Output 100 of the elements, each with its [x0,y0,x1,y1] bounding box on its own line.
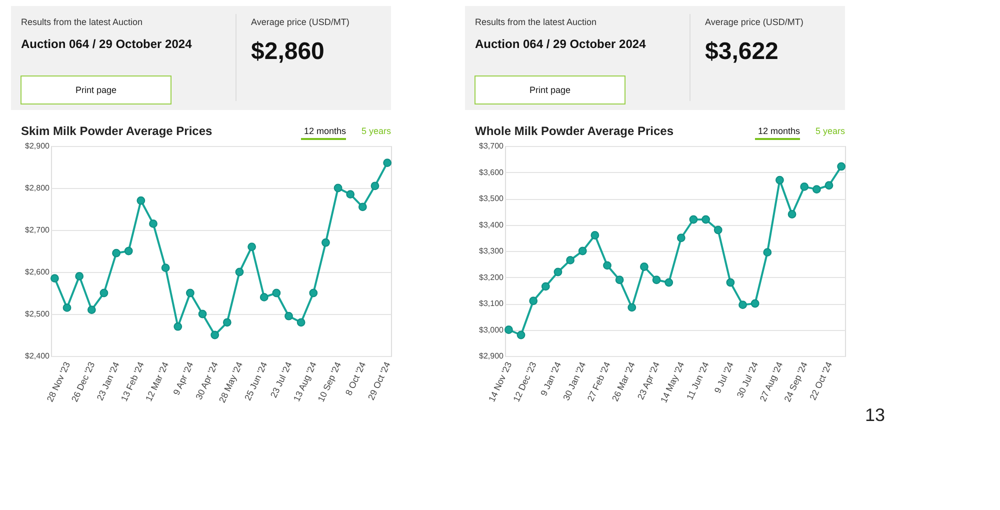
text: Auction 064 / 29 October 2024 [21,37,192,51]
point [161,264,170,272]
point [812,185,821,194]
point [590,231,600,240]
point [210,330,220,340]
x-tick-label: 30 Jan '24 [561,360,588,402]
text: Results from the latest Auction [475,17,597,27]
point [322,238,330,247]
point [837,162,846,171]
x-tick-label: 23 Jan '24 [94,360,122,402]
y-tick-label: $3,000 [479,325,504,334]
text: Average price (USD/MT) [251,17,350,27]
point [652,276,661,284]
point [640,262,648,271]
text: Average price (USD/MT) [705,17,804,27]
point [541,282,550,291]
x-tick-label: 9 Jan '24 [538,360,564,398]
x-tick-label: 14 Nov '23 [486,360,514,404]
point [136,196,146,205]
point [763,248,772,257]
text: $2,860 [251,38,324,65]
point [615,276,624,284]
text: 12 months [758,126,800,136]
text: $3,622 [705,38,778,65]
x-tick-label: 29 Oct '24 [366,360,392,402]
chart-title: Skim Milk Powder Average Prices [21,124,213,138]
point [272,288,281,298]
chart-title: Whole Milk Powder Average Prices [475,124,674,138]
point [75,272,84,280]
x-tick-label: 27 Feb '24 [585,360,612,403]
x-tick-label: 12 Mar '24 [144,360,171,403]
point [529,296,538,306]
text: Print page [529,85,571,95]
y-tick-label: $3,600 [479,168,504,177]
point [800,182,809,191]
point [124,246,133,256]
point [149,220,158,228]
x-tick-label: 8 Oct '24 [344,360,368,398]
point [726,278,735,287]
y-tick-label: $3,300 [479,246,504,256]
y-tick-label: $2,800 [25,184,50,192]
point [578,246,587,256]
point [738,300,747,310]
x-tick-label: 11 Jun '24 [684,360,711,402]
text: 5 years [361,126,392,136]
y-tick-label: $2,900 [479,352,504,360]
x-tick-label: 26 Mar '24 [610,360,637,403]
text: 13 [864,405,885,425]
point [750,299,760,308]
point [664,278,674,287]
point [346,190,355,198]
point [309,288,318,298]
x-tick-label: 27 Aug '24 [758,360,785,403]
point [628,303,636,312]
y-tick-label: $2,700 [25,226,50,234]
point [50,274,59,282]
point [284,312,293,320]
x-tick-label: 9 Jul '24 [712,360,736,395]
point [776,176,784,184]
point [603,261,612,270]
text: 5 years [815,126,846,136]
y-tick-label: $3,400 [479,220,504,230]
y-tick-label: $2,500 [25,310,50,318]
point [222,318,232,327]
point [235,268,244,276]
point [504,326,513,334]
x-tick-label: 10 Sep '24 [316,360,344,404]
text: Results from the latest Auction [21,17,143,27]
x-tick-label: 30 Jul '24 [734,360,760,400]
point [714,226,722,234]
text: 12 months [304,126,346,136]
x-tick-label: 12 Dec '23 [511,360,538,404]
y-tick-label: $2,900 [25,142,50,150]
point [824,181,834,190]
y-tick-label: $3,500 [479,194,504,203]
point [62,304,72,312]
point [554,268,562,276]
point [358,202,367,212]
point [248,242,256,251]
point [676,234,686,242]
point [174,322,182,331]
point [516,330,526,340]
point [186,288,194,298]
point [112,248,120,258]
point [87,306,96,314]
x-tick-label: 28 Nov '23 [44,360,72,404]
point [198,310,207,318]
x-tick-label: 26 Dec '23 [70,360,97,404]
point [689,215,698,224]
y-tick-label: $2,400 [25,352,50,360]
text: Auction 064 / 29 October 2024 [475,37,646,51]
y-tick-label: $3,100 [479,299,504,308]
point [566,256,574,264]
point [100,288,108,298]
point [370,182,380,190]
point [788,210,796,218]
x-tick-label: 22 Oct '24 [808,360,834,402]
x-tick-label: 13 Aug '24 [292,360,318,403]
point [702,215,710,224]
y-tick-label: $3,700 [479,142,504,150]
